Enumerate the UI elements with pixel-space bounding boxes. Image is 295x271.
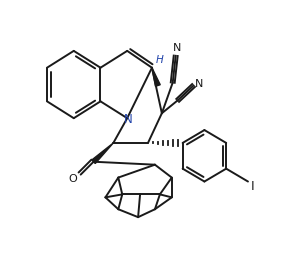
Text: H: H [156,55,164,65]
Text: I: I [251,180,255,193]
Polygon shape [92,143,113,163]
Text: N: N [173,43,181,53]
Text: N: N [124,113,132,126]
Polygon shape [152,68,160,86]
Text: N: N [195,79,204,89]
Text: O: O [68,173,77,183]
